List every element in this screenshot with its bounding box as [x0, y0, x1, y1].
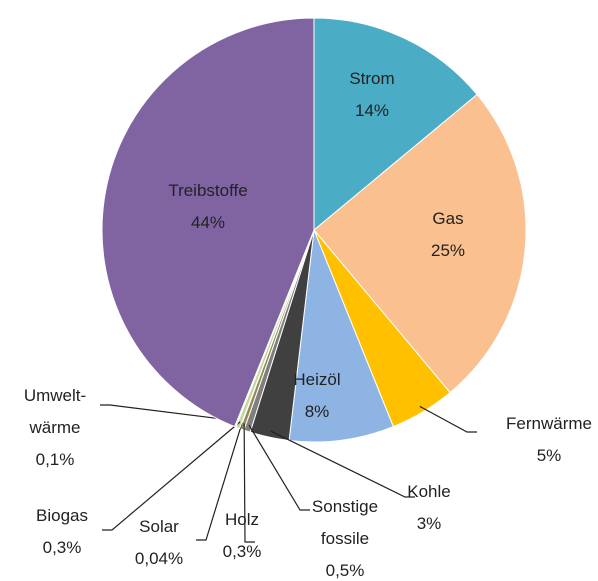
pie-slice — [101, 17, 315, 428]
slice-value: 0,5% — [326, 561, 365, 580]
slice-label: Umwelt-wärme — [24, 386, 86, 437]
slice-value: 0,3% — [43, 538, 82, 557]
slice-label: Heizöl — [293, 370, 340, 389]
slice-value: 0,3% — [223, 542, 262, 561]
leader-line — [243, 423, 255, 543]
pie-slice — [313, 93, 527, 394]
slice-value: 14% — [355, 101, 389, 120]
leader-line — [102, 421, 241, 531]
slice-label: Strom — [349, 69, 394, 88]
slice-label: Kohle — [407, 482, 450, 501]
slice-value: 3% — [417, 514, 442, 533]
slice-label: Treibstoffe — [168, 181, 247, 200]
slice-value: 0,1% — [36, 450, 75, 469]
leader-line — [248, 424, 310, 511]
slice-label: Fernwärme — [506, 414, 592, 433]
slice-label: Sonstige fossile — [312, 497, 378, 548]
pie-slice — [313, 17, 478, 232]
slice-value: 44% — [191, 213, 225, 232]
leader-line — [100, 404, 238, 422]
slice-value: 25% — [431, 241, 465, 260]
leader-line — [270, 430, 415, 498]
slice-value: 0,04% — [135, 549, 183, 568]
slice-label: Solar — [139, 517, 179, 536]
slice-label: Gas — [432, 209, 463, 228]
slice-value: 5% — [537, 446, 562, 465]
leader-line — [419, 405, 477, 433]
slice-value: 8% — [305, 402, 330, 421]
leader-line — [196, 422, 243, 541]
slice-label: Biogas — [36, 506, 88, 525]
slice-label: Holz — [225, 510, 259, 529]
